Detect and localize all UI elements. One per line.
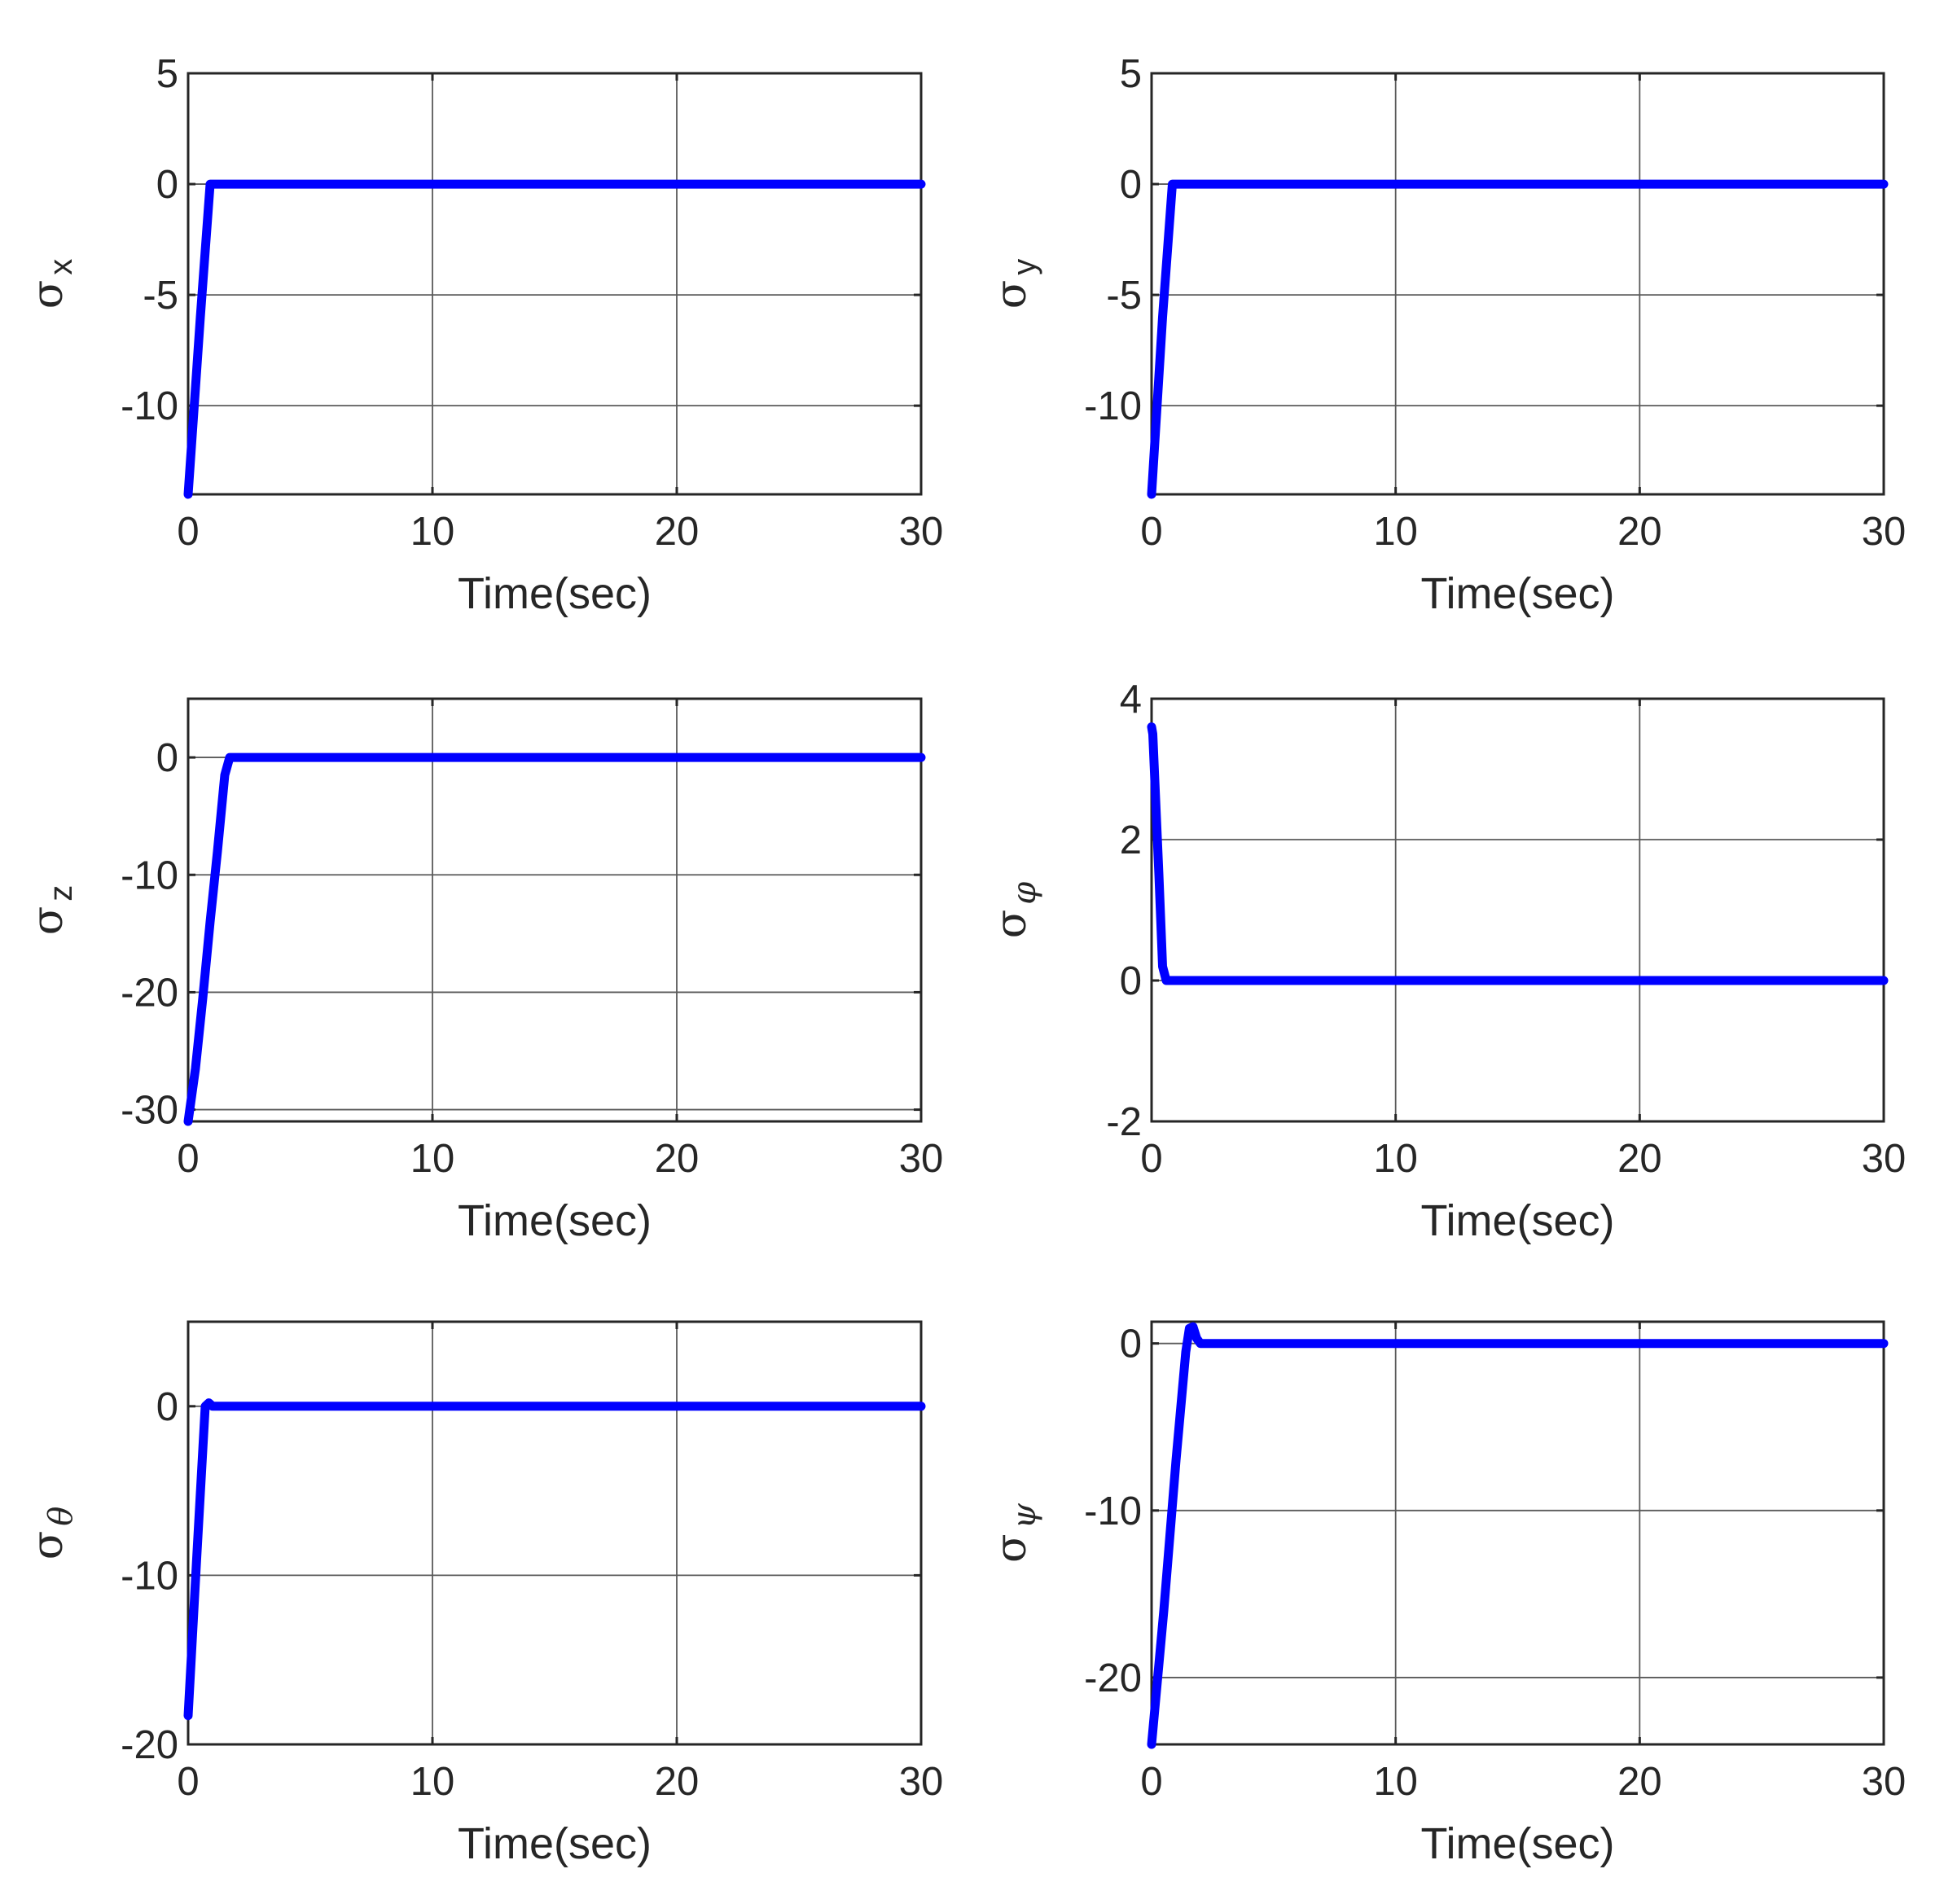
y-tick-label: 0 [1120, 1323, 1142, 1367]
x-tick-label: 0 [177, 1760, 199, 1804]
y-tick-label: 0 [156, 736, 178, 780]
x-tick-label: 0 [1140, 1760, 1162, 1804]
y-tick-label: 0 [156, 163, 178, 207]
y-tick-label: -5 [1106, 274, 1142, 318]
y-axis-label-symbol: σ [987, 1533, 1036, 1563]
x-tick-label: 0 [1140, 1137, 1162, 1181]
y-tick-label: -20 [121, 1723, 178, 1767]
y-tick-label: 4 [1120, 678, 1142, 722]
y-tick-label: -5 [143, 274, 178, 318]
x-axis-label: Time(sec) [458, 1819, 652, 1868]
x-tick-label: 30 [1862, 1137, 1907, 1181]
y-tick-label: -10 [121, 853, 178, 897]
y-tick-label: 0 [1120, 959, 1142, 1003]
x-tick-label: 10 [410, 1760, 455, 1804]
x-axis-label: Time(sec) [1421, 1819, 1615, 1868]
y-tick-label: 0 [1120, 163, 1142, 207]
x-tick-label: 0 [177, 1137, 199, 1181]
x-tick-label: 0 [177, 510, 199, 554]
y-axis-label: σψ [987, 1503, 1043, 1563]
x-tick-label: 0 [1140, 510, 1162, 554]
x-tick-label: 10 [1373, 1137, 1418, 1181]
y-tick-label: 5 [1120, 52, 1142, 96]
axes-box [1150, 72, 1885, 496]
axes-box [1150, 697, 1885, 1123]
series-line [1147, 722, 1889, 985]
x-tick-label: 30 [1862, 1760, 1907, 1804]
x-tick-label: 20 [1617, 510, 1662, 554]
y-axis-label: σφ [987, 882, 1043, 939]
series-line [1147, 1322, 1889, 1749]
x-tick-label: 10 [410, 510, 455, 554]
y-axis-label-subscript: x [43, 259, 79, 275]
x-tick-label: 20 [655, 1760, 700, 1804]
y-tick-label: 5 [156, 52, 178, 96]
x-axis-label: Time(sec) [458, 569, 652, 618]
series-line [1147, 179, 1889, 499]
y-axis-label-subscript: z [43, 885, 79, 902]
y-axis-label: σθ [24, 1507, 80, 1560]
x-axis-label: Time(sec) [1421, 1196, 1615, 1245]
y-tick-label: -10 [1084, 1489, 1142, 1533]
y-tick-label: -2 [1106, 1100, 1142, 1144]
y-axis-label-symbol: σ [24, 906, 72, 936]
chart-panel-1: 0 10 20 30 -10 -5 0 5 Time(sec) σx [24, 52, 943, 618]
y-axis-label: σz [24, 885, 79, 936]
y-axis-label-subscript: y [1007, 259, 1042, 275]
x-tick-label: 10 [410, 1137, 455, 1181]
x-tick-label: 30 [899, 510, 944, 554]
x-tick-label: 20 [655, 510, 700, 554]
series-line [183, 752, 926, 1126]
y-tick-label: 0 [156, 1385, 178, 1429]
y-tick-label: -20 [1084, 1656, 1142, 1700]
x-tick-label: 20 [1617, 1137, 1662, 1181]
y-tick-label: -20 [121, 971, 178, 1015]
y-axis-label: σy [987, 259, 1042, 309]
chart-panel-5: 0 10 20 30 -20 -10 0 Time(sec) σθ [24, 1320, 944, 1868]
y-axis-label-symbol: σ [24, 280, 72, 309]
y-tick-label: -10 [121, 1554, 178, 1598]
series-line [183, 1398, 926, 1721]
x-tick-label: 30 [899, 1137, 944, 1181]
chart-panel-2: 0 10 20 30 -10 -5 0 5 Time(sec) σy [987, 52, 1906, 618]
y-axis-label-symbol: σ [987, 280, 1036, 309]
x-axis-label: Time(sec) [1421, 569, 1615, 618]
y-tick-label: -10 [121, 384, 178, 428]
axes-box [187, 72, 923, 496]
series-line [183, 179, 926, 499]
axes-box [1150, 1320, 1885, 1746]
x-tick-label: 20 [655, 1137, 700, 1181]
y-tick-label: -10 [1084, 384, 1142, 428]
y-axis-label-subscript: θ [42, 1507, 80, 1526]
x-tick-label: 10 [1373, 1760, 1418, 1804]
x-tick-label: 30 [899, 1760, 944, 1804]
x-axis-label: Time(sec) [458, 1196, 652, 1245]
y-axis-label: σx [24, 259, 79, 309]
y-tick-label: 2 [1120, 818, 1142, 862]
y-axis-label-symbol: σ [24, 1531, 72, 1560]
chart-panel-6: 0 10 20 30 -20 -10 0 Time(sec) σψ [987, 1320, 1907, 1868]
axes-box [187, 1320, 923, 1746]
y-axis-label-subscript: ψ [1006, 1503, 1043, 1529]
x-tick-label: 30 [1862, 510, 1907, 554]
y-tick-label: -30 [121, 1089, 178, 1133]
chart-panel-3: 0 10 20 30 -30 -20 -10 0 Time(sec) σz [24, 697, 944, 1245]
axes-box [187, 697, 923, 1123]
y-axis-label-subscript: φ [1006, 882, 1043, 905]
x-tick-label: 10 [1373, 510, 1418, 554]
x-tick-label: 20 [1617, 1760, 1662, 1804]
y-axis-label-symbol: σ [987, 910, 1036, 939]
